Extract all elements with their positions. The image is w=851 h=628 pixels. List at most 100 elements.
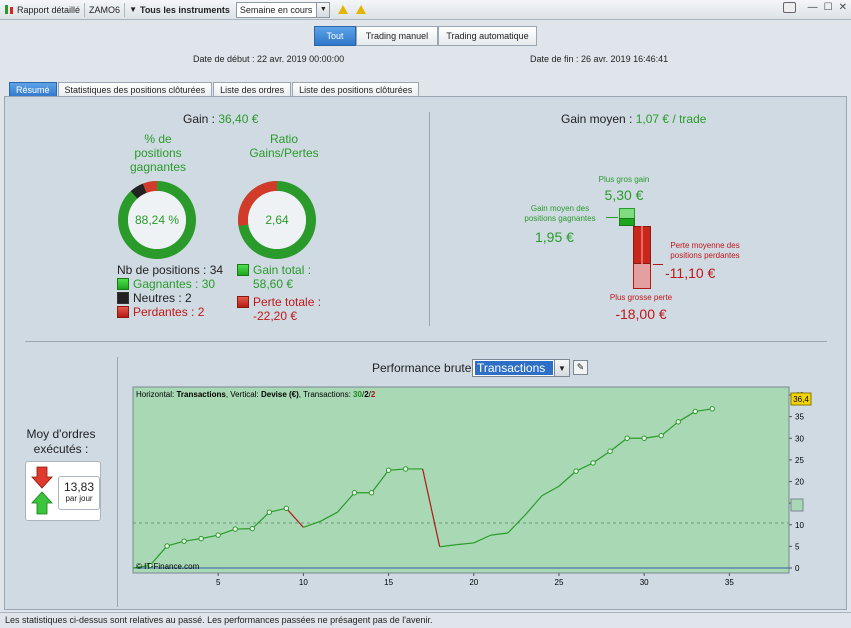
gain-segment bbox=[695, 408, 713, 413]
y-tick-label: 10 bbox=[795, 521, 804, 530]
gain-segment bbox=[524, 495, 543, 516]
legend-winners: Gagnantes : 30 bbox=[117, 277, 223, 291]
wrench-icon[interactable]: ✎ bbox=[573, 360, 588, 375]
gain-segment bbox=[677, 410, 696, 423]
footer-note: Les statistiques ci-dessus sont relative… bbox=[0, 612, 851, 628]
neutral-label: Neutres : 2 bbox=[133, 291, 192, 305]
data-point bbox=[198, 535, 204, 542]
tab-closed-stats[interactable]: Statistiques des positions clôturées bbox=[57, 82, 213, 97]
worst-loss-value: -18,00 € bbox=[615, 306, 667, 322]
avg-loss-value: -11,10 € bbox=[665, 265, 716, 281]
end-date: Date de fin : 26 avr. 2019 16:46:41 bbox=[530, 54, 669, 64]
data-point bbox=[385, 467, 392, 473]
y-tick-label: 35 bbox=[795, 413, 804, 422]
loss-swatch bbox=[237, 296, 249, 308]
data-point bbox=[181, 538, 187, 544]
avg-win-label: Gain moyen des positions gagnantes bbox=[524, 204, 596, 223]
chevron-down-icon[interactable]: ▼ bbox=[129, 5, 137, 14]
winners-label: Gagnantes : 30 bbox=[133, 277, 216, 291]
data-point bbox=[147, 562, 153, 569]
gain-segment bbox=[558, 470, 577, 487]
maximize-icon[interactable]: ☐ bbox=[823, 2, 833, 13]
minimize-icon[interactable]: — bbox=[807, 2, 818, 13]
average-label: Gain moyen : bbox=[561, 112, 633, 126]
data-point bbox=[164, 543, 170, 549]
y-tick-label: 5 bbox=[795, 542, 800, 551]
data-point bbox=[692, 408, 698, 415]
donut-center bbox=[128, 191, 186, 249]
chart-copyright: © IT-Finance.com bbox=[136, 562, 200, 571]
instruments-selector[interactable]: Tous les instruments bbox=[139, 4, 230, 15]
x-axis-ticks: 5 10 15 20 25 30 35 bbox=[216, 573, 734, 587]
legend-neutral: Neutres : 2 bbox=[117, 291, 223, 305]
donut-losers-slice bbox=[142, 181, 158, 194]
gain-heading: Gain : 36,40 € bbox=[183, 112, 258, 126]
trading-mode-segment: Tout Trading manuel Trading automatique bbox=[314, 26, 537, 46]
toolbar-title: Rapport détaillé bbox=[17, 4, 81, 15]
tab-orders[interactable]: Liste des ordres bbox=[213, 82, 292, 97]
ratio-value: 2,64 bbox=[265, 213, 289, 227]
segment-manual-button[interactable]: Trading manuel bbox=[356, 26, 438, 46]
worst-loss-label: Plus grosse perte bbox=[609, 293, 673, 302]
divider bbox=[429, 112, 430, 326]
x-tick-label: 15 bbox=[384, 578, 393, 587]
performance-select[interactable]: Transactions ▼ bbox=[472, 359, 570, 377]
data-point bbox=[658, 432, 664, 439]
winners-swatch bbox=[117, 278, 129, 290]
data-point bbox=[624, 435, 630, 441]
best-gain-value: 5,30 € bbox=[604, 187, 644, 203]
data-point bbox=[402, 466, 409, 472]
data-point bbox=[368, 490, 375, 496]
baseline-marker[interactable] bbox=[790, 498, 804, 512]
x-tick-label: 20 bbox=[469, 578, 478, 587]
data-point bbox=[709, 406, 716, 412]
data-point bbox=[573, 468, 579, 474]
orders-unit: par jour bbox=[65, 494, 93, 503]
data-point bbox=[266, 509, 273, 515]
chevron-down-icon[interactable]: ▼ bbox=[316, 2, 330, 17]
gain-segment bbox=[184, 537, 202, 542]
gain-segment bbox=[371, 469, 390, 494]
warning-icon[interactable] bbox=[356, 5, 367, 14]
loss-total-label: Perte totale : bbox=[253, 295, 322, 309]
avg-win-arrow bbox=[606, 217, 618, 218]
segment-auto-button[interactable]: Trading automatique bbox=[438, 26, 537, 46]
data-point bbox=[351, 490, 358, 496]
gain-segment bbox=[456, 542, 474, 546]
positions-count: Nb de positions : 34 bbox=[117, 263, 224, 277]
tab-closed-positions[interactable]: Liste des positions clôturées bbox=[292, 82, 420, 97]
up-arrow-icon bbox=[31, 491, 53, 515]
printer-icon[interactable] bbox=[782, 2, 796, 13]
avg-win-bar bbox=[619, 218, 635, 226]
gain-value: 36,40 € bbox=[218, 112, 259, 126]
loss-total-value: -22,20 € bbox=[253, 309, 298, 323]
close-icon[interactable]: ✕ bbox=[838, 2, 847, 13]
gain-segment bbox=[490, 532, 508, 536]
period-select[interactable]: Semaine en cours ▼ bbox=[235, 1, 331, 18]
y-tick-label: 25 bbox=[795, 456, 804, 465]
segment-all-button[interactable]: Tout bbox=[314, 26, 356, 46]
gain-segment bbox=[166, 540, 185, 547]
tab-summary[interactable]: Résumé bbox=[9, 82, 57, 97]
gain-segment bbox=[541, 485, 560, 497]
gain-segment bbox=[592, 450, 611, 464]
losers-label: Perdantes : 2 bbox=[133, 305, 205, 319]
gain-segment bbox=[149, 545, 168, 566]
gain-total-label: Gain total : bbox=[253, 263, 312, 277]
performance-label: Performance brute bbox=[372, 361, 472, 375]
data-point bbox=[590, 460, 596, 466]
positions-legend: Nb de positions : 34 Gagnantes : 30 Neut… bbox=[117, 263, 223, 319]
chevron-down-icon[interactable]: ▼ bbox=[554, 360, 569, 376]
losers-swatch bbox=[117, 306, 129, 318]
account-label[interactable]: ZAMO6 bbox=[89, 4, 121, 15]
gain-segment bbox=[507, 514, 526, 534]
start-date: Date de début : 22 avr. 2019 00:00:00 bbox=[193, 54, 345, 64]
data-point bbox=[215, 532, 221, 538]
y-tick-label: 30 bbox=[795, 434, 804, 443]
gain-segment bbox=[269, 507, 287, 513]
last-value-badge bbox=[790, 392, 812, 406]
window-controls: — ☐ ✕ bbox=[782, 2, 847, 13]
chart-points bbox=[147, 406, 716, 569]
report-icon bbox=[4, 4, 14, 15]
warning-icon[interactable] bbox=[338, 5, 349, 14]
